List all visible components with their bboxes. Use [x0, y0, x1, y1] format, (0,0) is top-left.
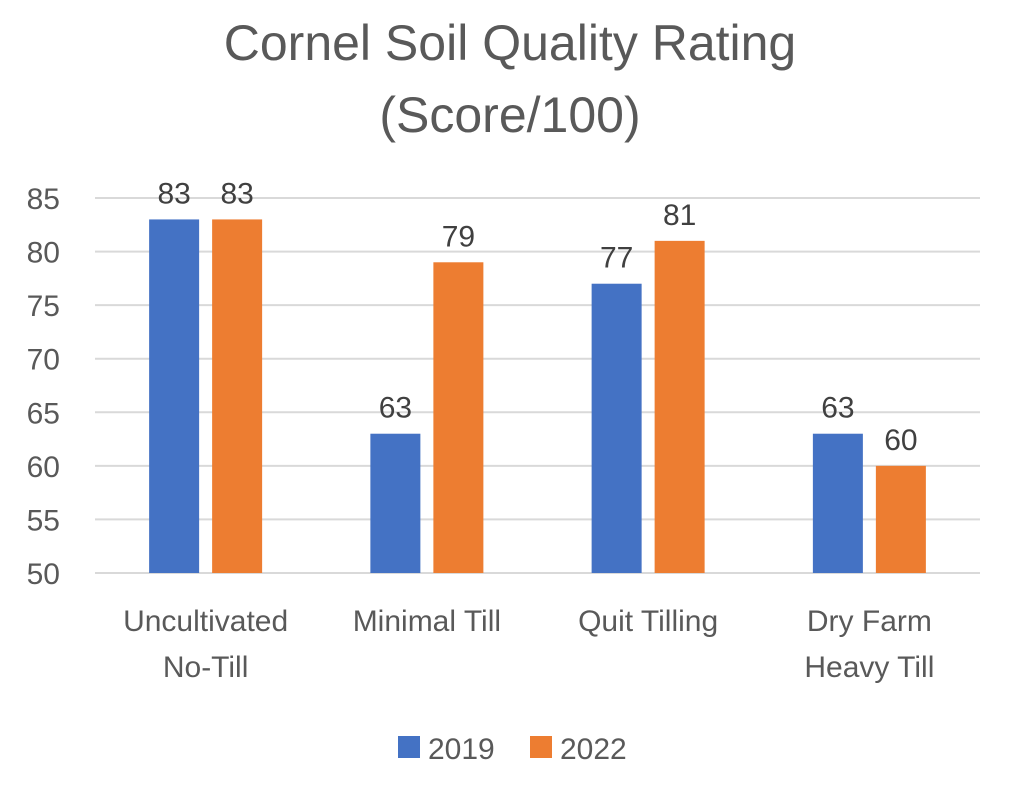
bars [149, 219, 926, 573]
bar-2022-cat0 [212, 219, 263, 573]
x-category-label: No-Till [163, 651, 249, 684]
legend-swatch-2019 [398, 736, 420, 758]
data-label-2019-cat3: 63 [821, 392, 854, 425]
y-tick-label: 75 [27, 290, 60, 323]
data-label-2019-cat1: 63 [379, 392, 412, 425]
bar-2019-cat0 [149, 219, 200, 573]
y-tick-label: 85 [27, 183, 60, 216]
bar-2019-cat1 [370, 433, 421, 573]
x-category-label: Dry Farm [807, 605, 932, 638]
chart-title-line-2: (Score/100) [379, 87, 640, 143]
chart-title-line-1: Cornel Soil Quality Rating [224, 15, 797, 71]
data-label-2022-cat3: 60 [884, 424, 917, 457]
x-axis-category-labels: Uncultivated No-Till Minimal Till Quit Till… [123, 605, 934, 684]
data-label-2022-cat0: 83 [220, 177, 253, 210]
legend-label-2022: 2022 [560, 733, 627, 766]
y-tick-label: 65 [27, 397, 60, 430]
legend: 2019 2022 [398, 733, 627, 766]
bar-2022-cat3 [875, 465, 926, 573]
x-category-label: Quit Tilling [578, 605, 718, 638]
legend-swatch-2022 [530, 736, 552, 758]
data-label-2022-cat2: 81 [663, 199, 696, 232]
bar-2019-cat2 [591, 283, 642, 573]
x-category-label: Heavy Till [804, 651, 934, 684]
x-category-label: Uncultivated [123, 605, 288, 638]
bar-2022-cat2 [654, 240, 705, 573]
y-tick-label: 50 [27, 558, 60, 591]
legend-label-2019: 2019 [428, 733, 495, 766]
data-label-2019-cat2: 77 [600, 242, 633, 275]
chart-title: Cornel Soil Quality Rating (Score/100) [224, 15, 797, 143]
y-tick-label: 70 [27, 344, 60, 377]
x-category-label: Minimal Till [353, 605, 501, 638]
bar-2022-cat1 [433, 262, 484, 573]
y-tick-label: 80 [27, 237, 60, 270]
y-tick-label: 60 [27, 451, 60, 484]
data-label-2022-cat1: 79 [442, 220, 475, 253]
y-axis-tick-labels: 50 55 60 65 70 75 80 85 [27, 183, 60, 591]
data-label-2019-cat0: 83 [157, 177, 190, 210]
data-labels: 83 83 63 79 77 81 63 60 [157, 177, 917, 456]
y-tick-label: 55 [27, 504, 60, 537]
bar-2019-cat3 [812, 433, 863, 573]
